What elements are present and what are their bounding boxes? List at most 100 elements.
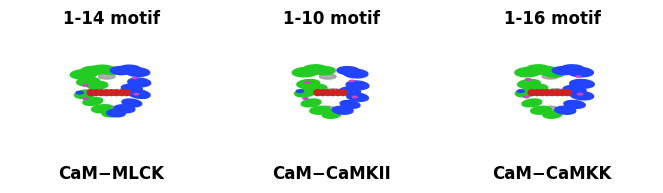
Circle shape: [524, 96, 529, 98]
Ellipse shape: [111, 67, 131, 75]
Ellipse shape: [324, 90, 332, 96]
Ellipse shape: [334, 90, 341, 96]
Ellipse shape: [530, 106, 552, 114]
Circle shape: [304, 82, 310, 83]
Ellipse shape: [543, 106, 558, 111]
Ellipse shape: [340, 101, 360, 108]
Ellipse shape: [306, 84, 327, 92]
Ellipse shape: [297, 80, 320, 88]
Circle shape: [132, 77, 137, 79]
Ellipse shape: [515, 67, 542, 77]
Ellipse shape: [560, 65, 585, 74]
Ellipse shape: [339, 90, 347, 96]
Ellipse shape: [103, 90, 110, 96]
Circle shape: [134, 93, 139, 95]
Ellipse shape: [555, 106, 575, 114]
Ellipse shape: [554, 90, 561, 96]
Ellipse shape: [91, 105, 113, 113]
Circle shape: [83, 98, 88, 99]
Circle shape: [577, 93, 583, 95]
Ellipse shape: [343, 69, 368, 78]
Ellipse shape: [320, 106, 335, 111]
Text: CaM−CaMKK: CaM−CaMKK: [493, 165, 612, 183]
Ellipse shape: [563, 85, 586, 94]
Ellipse shape: [74, 90, 96, 98]
Circle shape: [303, 98, 308, 99]
Ellipse shape: [559, 90, 566, 96]
Ellipse shape: [97, 90, 105, 96]
Ellipse shape: [77, 77, 99, 86]
Ellipse shape: [70, 70, 97, 79]
Ellipse shape: [107, 90, 115, 96]
Ellipse shape: [339, 87, 361, 95]
Ellipse shape: [310, 106, 331, 114]
Ellipse shape: [98, 74, 115, 79]
Ellipse shape: [119, 65, 141, 73]
Ellipse shape: [128, 78, 151, 87]
Ellipse shape: [332, 106, 353, 114]
Ellipse shape: [313, 67, 335, 75]
Ellipse shape: [527, 84, 548, 92]
Ellipse shape: [87, 81, 108, 89]
Text: CaM−CaMKII: CaM−CaMKII: [272, 165, 391, 183]
Ellipse shape: [319, 90, 326, 96]
Ellipse shape: [113, 90, 120, 96]
Ellipse shape: [125, 68, 150, 76]
Ellipse shape: [543, 111, 562, 118]
Ellipse shape: [337, 67, 359, 75]
Ellipse shape: [548, 89, 564, 94]
Ellipse shape: [99, 105, 114, 110]
Text: CaM−MLCK: CaM−MLCK: [58, 165, 164, 183]
Ellipse shape: [102, 110, 121, 117]
Ellipse shape: [544, 70, 564, 77]
Ellipse shape: [294, 88, 316, 97]
Ellipse shape: [544, 90, 551, 96]
Ellipse shape: [314, 90, 322, 96]
Circle shape: [349, 80, 354, 82]
Ellipse shape: [564, 100, 585, 108]
Ellipse shape: [104, 90, 119, 95]
Circle shape: [576, 76, 581, 77]
Ellipse shape: [525, 65, 550, 74]
Ellipse shape: [118, 90, 125, 96]
Ellipse shape: [346, 81, 369, 90]
Ellipse shape: [518, 80, 540, 88]
Ellipse shape: [302, 65, 327, 74]
Ellipse shape: [536, 67, 558, 75]
Ellipse shape: [301, 99, 321, 107]
Circle shape: [353, 96, 357, 98]
Text: 1-10 motif: 1-10 motif: [283, 10, 380, 28]
Ellipse shape: [570, 80, 594, 88]
Ellipse shape: [347, 93, 369, 101]
Ellipse shape: [548, 90, 556, 96]
Circle shape: [83, 85, 88, 86]
Ellipse shape: [322, 111, 341, 118]
Ellipse shape: [122, 99, 142, 107]
Circle shape: [525, 79, 531, 80]
Ellipse shape: [121, 84, 143, 92]
Ellipse shape: [292, 67, 319, 77]
Ellipse shape: [88, 90, 95, 96]
Ellipse shape: [91, 65, 113, 73]
Ellipse shape: [81, 66, 105, 75]
Ellipse shape: [329, 90, 337, 96]
Ellipse shape: [564, 90, 572, 96]
Ellipse shape: [320, 74, 336, 79]
Ellipse shape: [533, 90, 541, 96]
Ellipse shape: [92, 90, 100, 96]
Ellipse shape: [538, 90, 546, 96]
Ellipse shape: [528, 90, 536, 96]
Text: 1-14 motif: 1-14 motif: [63, 10, 160, 28]
Ellipse shape: [567, 67, 593, 77]
Ellipse shape: [515, 88, 537, 97]
Text: 1-16 motif: 1-16 motif: [504, 10, 601, 28]
Ellipse shape: [107, 110, 125, 117]
Ellipse shape: [542, 74, 559, 79]
Ellipse shape: [570, 91, 593, 100]
Ellipse shape: [129, 90, 150, 98]
Ellipse shape: [114, 105, 135, 113]
Ellipse shape: [123, 90, 131, 96]
Ellipse shape: [101, 67, 121, 74]
Ellipse shape: [326, 89, 341, 94]
Ellipse shape: [522, 99, 542, 107]
